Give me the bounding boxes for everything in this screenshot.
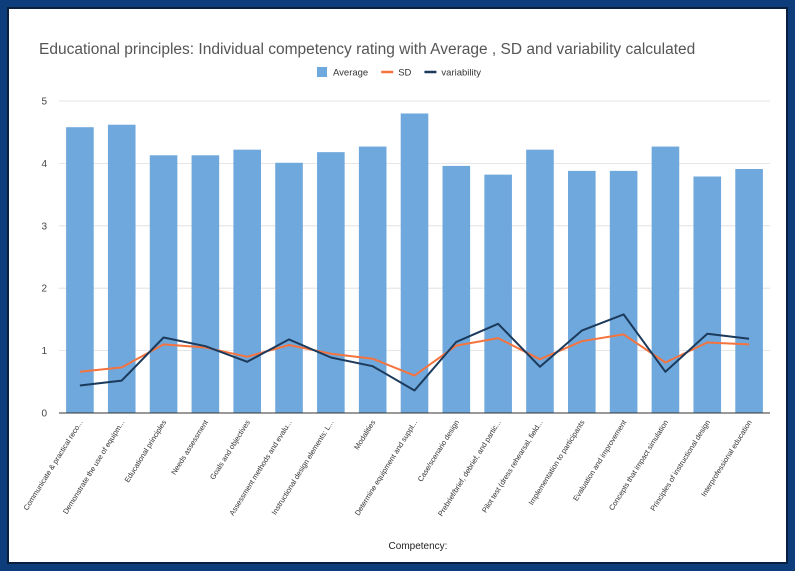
bar xyxy=(651,146,680,413)
bar xyxy=(66,127,94,413)
bar xyxy=(317,152,345,413)
bar-series xyxy=(59,113,770,414)
bar xyxy=(233,149,262,413)
series-line-sd xyxy=(79,333,750,377)
y-tick-labels: 0 1 2 3 4 5 xyxy=(41,97,47,420)
x-category-label: Educational principles xyxy=(123,418,169,484)
x-category-label: Goals and objectives xyxy=(208,418,252,481)
y-tick-label: 1 xyxy=(41,346,47,357)
chart-title: Educational principles: Individual compe… xyxy=(39,41,696,58)
bar xyxy=(567,170,596,413)
x-category-labels: Communicate & practical reco...Demonstra… xyxy=(21,418,753,518)
legend-label: SD xyxy=(398,68,411,79)
bar xyxy=(484,174,512,413)
bar xyxy=(442,165,471,413)
y-tick-label: 5 xyxy=(41,97,47,108)
bar xyxy=(191,155,220,413)
line-series xyxy=(79,313,750,392)
legend-label: Average xyxy=(333,68,368,79)
bar xyxy=(693,176,722,413)
legend-label: variability xyxy=(441,68,481,79)
x-axis-label: Competency: xyxy=(389,541,448,552)
y-tick-label: 3 xyxy=(41,221,47,232)
x-category-label: Needs assessment xyxy=(169,418,210,476)
y-tick-label: 2 xyxy=(41,284,47,295)
bar xyxy=(526,149,554,413)
bar xyxy=(149,155,178,413)
bar xyxy=(735,169,763,413)
series-line-variability xyxy=(79,313,750,392)
y-tick-label: 4 xyxy=(41,159,47,170)
legend-swatch xyxy=(317,67,327,77)
bar xyxy=(609,170,638,413)
legend: Average SD variability xyxy=(317,67,481,79)
bar xyxy=(358,146,387,413)
bar xyxy=(275,162,303,413)
y-tick-label: 0 xyxy=(41,409,47,420)
x-category-label: Modalities xyxy=(352,418,377,451)
bar xyxy=(400,113,429,413)
x-category-label: Case/scenario design xyxy=(416,418,461,483)
bar xyxy=(107,124,136,413)
